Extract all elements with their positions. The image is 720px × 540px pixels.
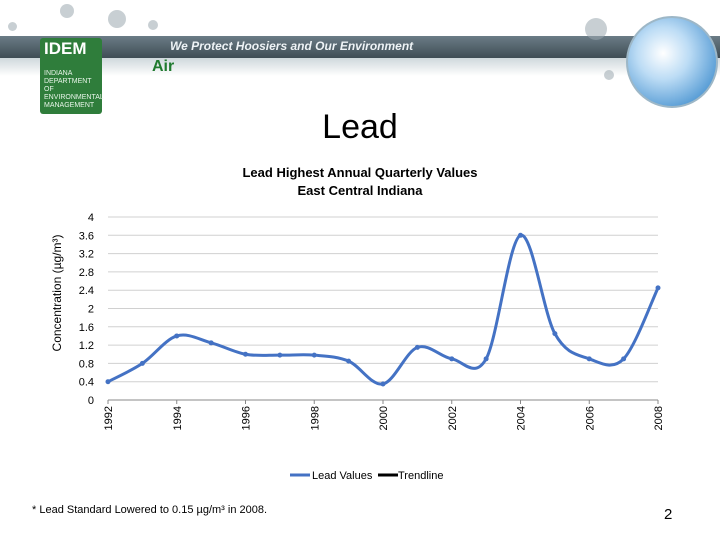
x-tick-label: 1994 [172,406,184,430]
idem-logo: IDEM INDIANA DEPARTMENT OF ENVIRONMENTAL… [40,38,104,114]
org-motto: We Protect Hoosiers and Our Environment [170,39,414,53]
header-banner: IDEM INDIANA DEPARTMENT OF ENVIRONMENTAL… [0,0,720,118]
sky-image [626,16,718,108]
decorative-dot [108,10,126,28]
y-tick-label: 2 [88,304,94,316]
section-label: Air [152,58,175,75]
x-tick-label: 2000 [378,406,390,430]
x-tick-label: 2006 [584,406,596,430]
data-point [208,340,214,346]
chart-title: Lead Highest Annual Quarterly Values [242,165,478,180]
data-point [277,352,283,358]
logo-subtext: INDIANA DEPARTMENT OF ENVIRONMENTAL MANA… [44,70,104,109]
footnote: * Lead Standard Lowered to 0.15 µg/m³ in… [32,504,268,516]
y-tick-label: 1.2 [79,340,94,352]
x-tick-label: 2008 [653,406,665,430]
y-tick-label: 3.2 [79,249,94,261]
data-point [414,344,420,350]
legend-label-lead-values: Lead Values [312,470,373,482]
y-tick-label: 0 [88,395,94,407]
x-tick-label: 1992 [103,406,115,430]
decorative-dot [8,22,17,31]
data-point [449,356,455,362]
line-chart: 0 0.4 0.8 1.2 1.6 2 2.4 2.8 3.2 3.6 4 1992 1994 1996… [50,212,665,482]
data-point [655,285,661,291]
y-tick-label: 2.8 [79,267,94,279]
banner-strip [0,36,720,58]
data-point [483,356,489,362]
legend: Lead Values Trendline [290,470,443,482]
logo-text: IDEM [44,39,87,58]
data-point [380,381,386,387]
decorative-dot [604,70,614,80]
data-point [243,351,248,357]
x-tick-label: 2002 [447,406,459,430]
data-point [518,232,523,238]
decorative-dot [60,4,74,18]
decorative-dot [585,18,607,40]
x-tick-label: 1996 [241,406,253,430]
y-tick-label: 3.6 [79,230,94,242]
y-tick-label: 0.8 [79,358,94,370]
data-point [105,379,111,385]
page-number: 2 [664,506,673,523]
data-point [621,356,627,362]
grid [108,216,658,401]
y-axis-ticks: 0 0.4 0.8 1.2 1.6 2 2.4 2.8 3.2 3.6 4 [79,212,94,407]
y-tick-label: 0.4 [79,377,94,389]
chart-subtitle: East Central Indiana [297,183,423,198]
banner-substrip [0,58,720,76]
x-tick-label: 1998 [309,406,321,430]
x-axis-ticks: 1992 1994 1996 1998 2000 2002 2004 2006 2008 [103,400,665,430]
data-point [139,360,145,366]
slide-title: Lead [322,108,398,146]
y-tick-label: 4 [88,212,94,224]
data-point [346,358,352,364]
chart-title-block: Lead Highest Annual Quarterly Values Eas… [0,164,720,200]
data-point [174,333,180,339]
y-axis-label: Concentration (µg/m³) [50,235,64,352]
data-point [552,331,558,337]
decorative-dot [148,20,158,30]
lead-values-line [107,233,660,386]
data-point [586,356,592,362]
data-points [105,232,661,387]
data-point [311,352,317,358]
y-tick-label: 2.4 [79,285,94,297]
legend-label-trendline: Trendline [398,470,443,482]
x-tick-label: 2004 [516,406,528,430]
y-tick-label: 1.6 [79,322,94,334]
